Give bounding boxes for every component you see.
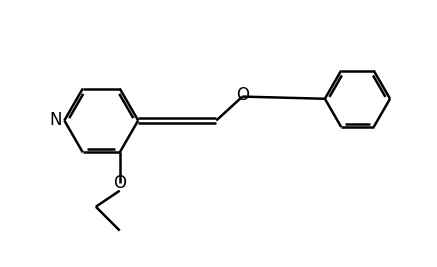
Text: N: N <box>49 112 62 129</box>
Text: O: O <box>236 86 249 104</box>
Text: O: O <box>113 174 126 192</box>
